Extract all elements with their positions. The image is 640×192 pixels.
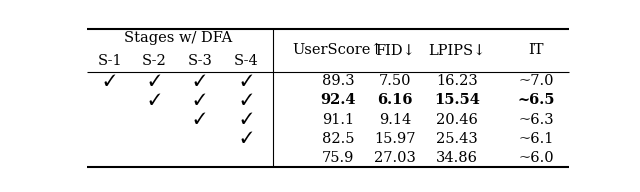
Text: UserScore↑: UserScore↑ xyxy=(292,43,383,57)
Text: 75.9: 75.9 xyxy=(322,151,354,165)
Text: 89.3: 89.3 xyxy=(322,74,354,88)
Text: 9.14: 9.14 xyxy=(379,113,411,127)
Text: 16.23: 16.23 xyxy=(436,74,478,88)
Text: LPIPS↓: LPIPS↓ xyxy=(428,43,486,57)
Text: ~6.5: ~6.5 xyxy=(518,94,555,108)
Text: 25.43: 25.43 xyxy=(436,132,478,146)
Text: 15.97: 15.97 xyxy=(374,132,416,146)
Text: 20.46: 20.46 xyxy=(436,113,478,127)
Text: S-4: S-4 xyxy=(234,54,259,68)
Text: $\checkmark$: $\checkmark$ xyxy=(239,130,253,147)
Text: $\checkmark$: $\checkmark$ xyxy=(239,73,253,90)
Text: 15.54: 15.54 xyxy=(434,94,480,108)
Text: 91.1: 91.1 xyxy=(322,113,354,127)
Text: 27.03: 27.03 xyxy=(374,151,416,165)
Text: 6.16: 6.16 xyxy=(377,94,413,108)
Text: S-3: S-3 xyxy=(188,54,212,68)
Text: $\checkmark$: $\checkmark$ xyxy=(239,92,253,109)
Text: $\checkmark$: $\checkmark$ xyxy=(148,73,161,90)
Text: FID↓: FID↓ xyxy=(375,43,415,57)
Text: ~6.3: ~6.3 xyxy=(518,113,554,127)
Text: 82.5: 82.5 xyxy=(322,132,354,146)
Text: 34.86: 34.86 xyxy=(436,151,478,165)
Text: $\checkmark$: $\checkmark$ xyxy=(103,73,116,90)
Text: $\checkmark$: $\checkmark$ xyxy=(239,111,253,128)
Text: ~6.1: ~6.1 xyxy=(518,132,554,146)
Text: IT: IT xyxy=(529,43,544,57)
Text: 7.50: 7.50 xyxy=(379,74,412,88)
Text: ~7.0: ~7.0 xyxy=(518,74,554,88)
Text: $\checkmark$: $\checkmark$ xyxy=(193,92,207,109)
Text: $\checkmark$: $\checkmark$ xyxy=(193,111,207,128)
Text: Stages w/ DFA: Stages w/ DFA xyxy=(124,31,232,45)
Text: S-1: S-1 xyxy=(97,54,122,68)
Text: ~6.0: ~6.0 xyxy=(518,151,554,165)
Text: $\checkmark$: $\checkmark$ xyxy=(148,92,161,109)
Text: S-2: S-2 xyxy=(142,54,167,68)
Text: $\checkmark$: $\checkmark$ xyxy=(193,73,207,90)
Text: 92.4: 92.4 xyxy=(320,94,356,108)
